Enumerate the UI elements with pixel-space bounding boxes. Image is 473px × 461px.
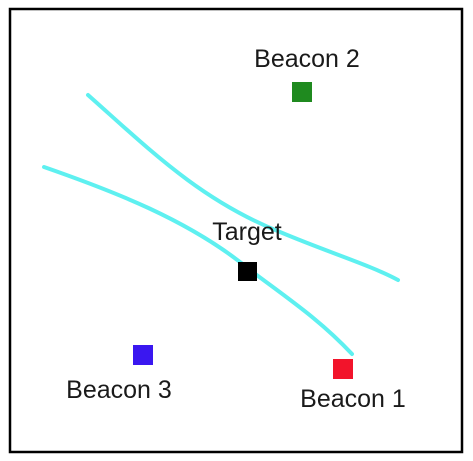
- upper-curve: [86, 93, 400, 282]
- lower-curve: [42, 165, 354, 356]
- beacon-2-label: Beacon 2: [254, 45, 360, 73]
- beacon-3-marker: [133, 345, 153, 365]
- beacon-3-label: Beacon 3: [66, 376, 172, 404]
- target-marker: [238, 262, 257, 281]
- diagram-frame: [8, 7, 464, 454]
- target-label: Target: [212, 218, 282, 246]
- beacon-1-label: Beacon 1: [300, 385, 406, 413]
- beacon-2-marker: [292, 82, 312, 102]
- beacon-1-marker: [333, 359, 353, 379]
